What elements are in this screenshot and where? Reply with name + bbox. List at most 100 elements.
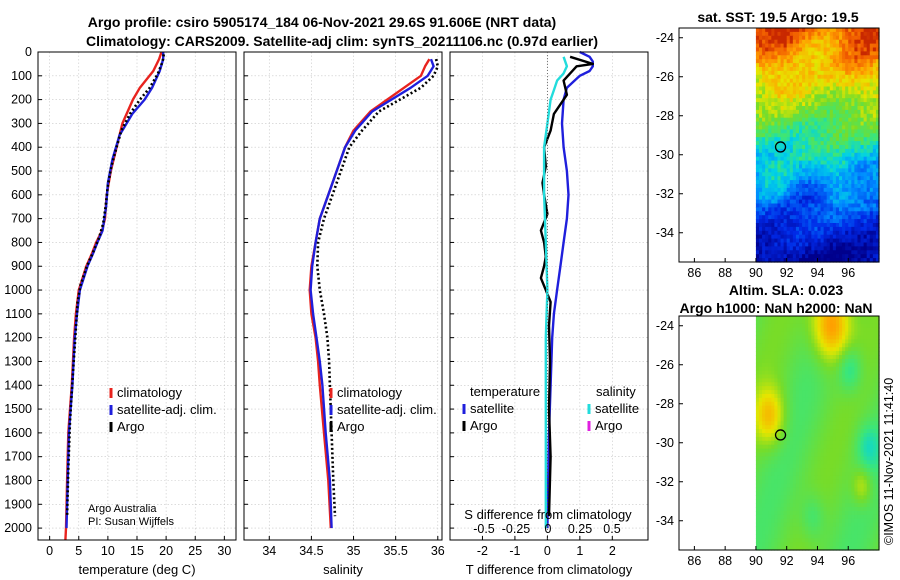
sst_map-cell bbox=[872, 59, 877, 64]
sla_map-cell bbox=[854, 421, 859, 426]
sla_map-cell bbox=[835, 355, 840, 360]
sst_map-cell bbox=[823, 246, 828, 251]
sst_map-cell bbox=[826, 223, 831, 228]
sla_map-cell bbox=[857, 401, 862, 407]
sst_map-cell bbox=[829, 148, 834, 154]
sla_map-cell bbox=[762, 522, 766, 528]
sst_map-cell bbox=[755, 94, 760, 99]
sst_map-cell bbox=[875, 250, 880, 255]
sst_map-cell bbox=[872, 129, 877, 134]
sst_map-cell bbox=[869, 59, 874, 64]
sla_map-cell bbox=[866, 460, 871, 465]
sst_map-cell bbox=[820, 254, 825, 259]
sst_map-cell bbox=[848, 164, 852, 169]
sla_map-cell bbox=[848, 452, 852, 457]
sla_map-cell bbox=[823, 518, 828, 524]
sla_map-cell bbox=[783, 448, 788, 454]
sst_map-cell bbox=[851, 156, 855, 162]
sst_map-cell bbox=[786, 39, 791, 45]
sst_map-cell bbox=[759, 117, 763, 123]
sla_map-cell bbox=[866, 491, 871, 496]
sst_map-cell bbox=[866, 106, 871, 111]
sst_map-cell bbox=[780, 191, 785, 197]
sla_map-cell bbox=[869, 374, 874, 379]
sst_map-cell bbox=[768, 39, 772, 45]
sla_map-cell bbox=[786, 327, 791, 333]
sst_map-cell bbox=[845, 238, 849, 244]
sst_map-cell bbox=[762, 137, 766, 142]
sst_map-cell bbox=[820, 78, 825, 84]
sst_map-cell bbox=[802, 55, 806, 60]
sla_map-cell bbox=[805, 440, 809, 446]
sst_map-cell bbox=[872, 102, 877, 107]
sla_map-cell bbox=[789, 518, 794, 524]
sst_map-cell bbox=[762, 98, 766, 103]
sst_map-cell bbox=[814, 94, 819, 99]
sla_map-cell bbox=[811, 335, 815, 340]
sst_map-cell bbox=[802, 203, 806, 208]
sst_map-cell bbox=[860, 141, 865, 146]
sst_map-cell bbox=[832, 86, 837, 91]
sst_map-cell bbox=[866, 78, 871, 84]
sla_map-cell bbox=[872, 331, 877, 337]
sla_map-cell bbox=[805, 526, 809, 532]
sst_map-cell bbox=[814, 148, 819, 154]
sla_map-cell bbox=[774, 448, 779, 454]
sst_map-cell bbox=[839, 242, 843, 247]
sla_map-cell bbox=[765, 409, 769, 415]
sla_map-cell bbox=[817, 534, 822, 539]
sla_map-cell bbox=[786, 382, 791, 387]
sst_map-cell bbox=[808, 250, 812, 255]
sst_map-cell bbox=[842, 191, 846, 197]
sla_map-cell bbox=[762, 436, 766, 442]
sst_map-cell bbox=[777, 191, 782, 197]
sst_map-cell bbox=[755, 31, 760, 37]
sla_map-cell bbox=[759, 507, 763, 512]
sla_map-cell bbox=[817, 343, 822, 348]
sst_map-cell bbox=[802, 187, 806, 193]
sst_map-cell bbox=[783, 223, 788, 228]
sla_map-cell bbox=[759, 429, 763, 434]
sst_map-cell bbox=[851, 133, 855, 138]
sla_map-cell bbox=[799, 378, 803, 383]
sla_map-cell bbox=[765, 460, 769, 465]
sla_map-cell bbox=[848, 394, 852, 399]
sst_map-cell bbox=[789, 109, 794, 115]
sla_map-cell bbox=[795, 401, 800, 407]
sla_map-cell bbox=[814, 475, 819, 481]
sla_map-cell bbox=[854, 530, 859, 535]
sla_map-cell bbox=[826, 374, 831, 379]
sst_map-cell bbox=[860, 74, 865, 80]
sst_map-cell bbox=[845, 242, 849, 247]
sla_map-cell bbox=[817, 386, 822, 391]
sst_map-cell bbox=[792, 141, 797, 146]
sst_map-cell bbox=[869, 109, 874, 115]
sla_map-cell bbox=[780, 355, 785, 360]
sst_map-cell bbox=[786, 43, 791, 49]
sla_map-cell bbox=[789, 511, 794, 516]
sla_map-cell bbox=[792, 374, 797, 379]
sst_map-cell bbox=[860, 242, 865, 247]
sst_map-cell bbox=[842, 219, 846, 224]
sla_map-cell bbox=[808, 366, 812, 372]
sst_map-cell bbox=[768, 94, 772, 99]
sla_map-cell bbox=[826, 460, 831, 465]
sst_map-cell bbox=[832, 63, 837, 68]
sla_map-cell bbox=[780, 440, 785, 446]
sla_map-cell bbox=[854, 425, 859, 430]
sst_map-cell bbox=[832, 51, 837, 56]
sla_map-cell bbox=[823, 433, 828, 438]
sla_map-cell bbox=[780, 366, 785, 372]
sla_map-cell bbox=[802, 448, 806, 454]
sla_map-cell bbox=[832, 394, 837, 399]
sst_map-cell bbox=[786, 31, 791, 37]
sst_map-cell bbox=[832, 59, 837, 64]
sla_map-cell bbox=[805, 507, 809, 512]
sst_map-cell bbox=[817, 187, 822, 193]
sla_map-cell bbox=[863, 378, 868, 383]
sla_map-cell bbox=[805, 347, 809, 352]
sla_map-cell bbox=[872, 413, 877, 418]
sst_map-cell bbox=[860, 164, 865, 169]
sst_map-cell bbox=[808, 145, 812, 150]
sla_map-cell bbox=[802, 401, 806, 407]
